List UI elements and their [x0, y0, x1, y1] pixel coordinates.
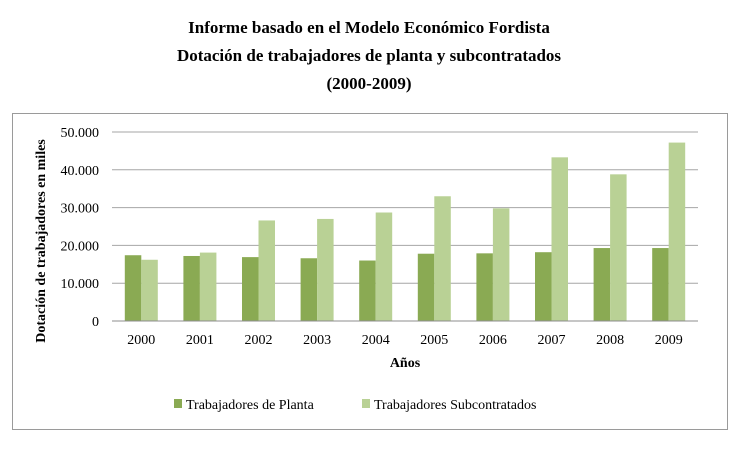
x-tick-label: 2003 [303, 333, 331, 348]
chart-subtitle: Dotación de trabajadores de planta y sub… [176, 46, 562, 65]
chart-area [12, 113, 728, 430]
legend-swatch [362, 399, 370, 408]
tick-labels: 0 10.000 20.000 30.000 40.000 50.000 2000 2001 2… [61, 126, 683, 348]
chart-title-block: Informe basado en el Modelo Económico Fo… [0, 14, 738, 98]
x-tick-label: 2002 [245, 333, 273, 348]
bar-planta [417, 253, 435, 321]
chart-title: Informe basado en el Modelo Económico Fo… [188, 18, 550, 37]
bar-subcontratados [610, 174, 627, 321]
x-tick-label: 2000 [127, 333, 155, 348]
legend-swatch [174, 399, 182, 408]
bar-planta [300, 258, 318, 321]
chart-period: (2000-2009) [326, 74, 412, 93]
x-tick-label: 2004 [362, 333, 390, 348]
bar-subcontratados [668, 142, 686, 321]
bar-subcontratados [199, 252, 217, 321]
y-tick-label: 40.000 [61, 164, 100, 179]
bar-planta [535, 252, 552, 321]
x-tick-label: 2008 [596, 333, 624, 348]
y-tick-label: 20.000 [61, 239, 100, 254]
x-axis-title: Años [390, 356, 421, 371]
x-tick-label: 2006 [479, 333, 507, 348]
bar-subcontratados [258, 220, 275, 321]
bar-planta [242, 257, 259, 321]
bar-planta [476, 253, 493, 321]
bar-planta [359, 260, 376, 321]
x-tick-label: 2001 [186, 333, 214, 348]
legend: Trabajadores de Planta Trabajadores Subco… [174, 398, 536, 413]
legend-label: Trabajadores de Planta [186, 398, 315, 413]
y-tick-label: 10.000 [61, 277, 100, 292]
x-tick-label: 2005 [420, 333, 448, 348]
bar-subcontratados [317, 218, 334, 321]
legend-label: Trabajadores Subcontratados [374, 398, 536, 413]
bar-planta [124, 255, 142, 321]
bar-subcontratados [492, 208, 510, 321]
bar-subcontratados [551, 157, 568, 321]
x-tick-label: 2007 [538, 333, 566, 348]
y-axis-title: Dotación de trabajadores en miles [34, 139, 49, 343]
y-tick-label: 30.000 [61, 202, 100, 217]
bar-planta [593, 248, 611, 321]
bar-subcontratados [375, 212, 393, 321]
bars [124, 142, 686, 321]
bar-planta [183, 255, 200, 321]
bar-subcontratados [141, 259, 158, 321]
y-tick-label: 50.000 [61, 126, 100, 141]
x-tick-label: 2009 [655, 333, 683, 348]
y-tick-label: 0 [92, 315, 99, 330]
bar-planta [652, 248, 669, 321]
bar-subcontratados [434, 196, 451, 321]
